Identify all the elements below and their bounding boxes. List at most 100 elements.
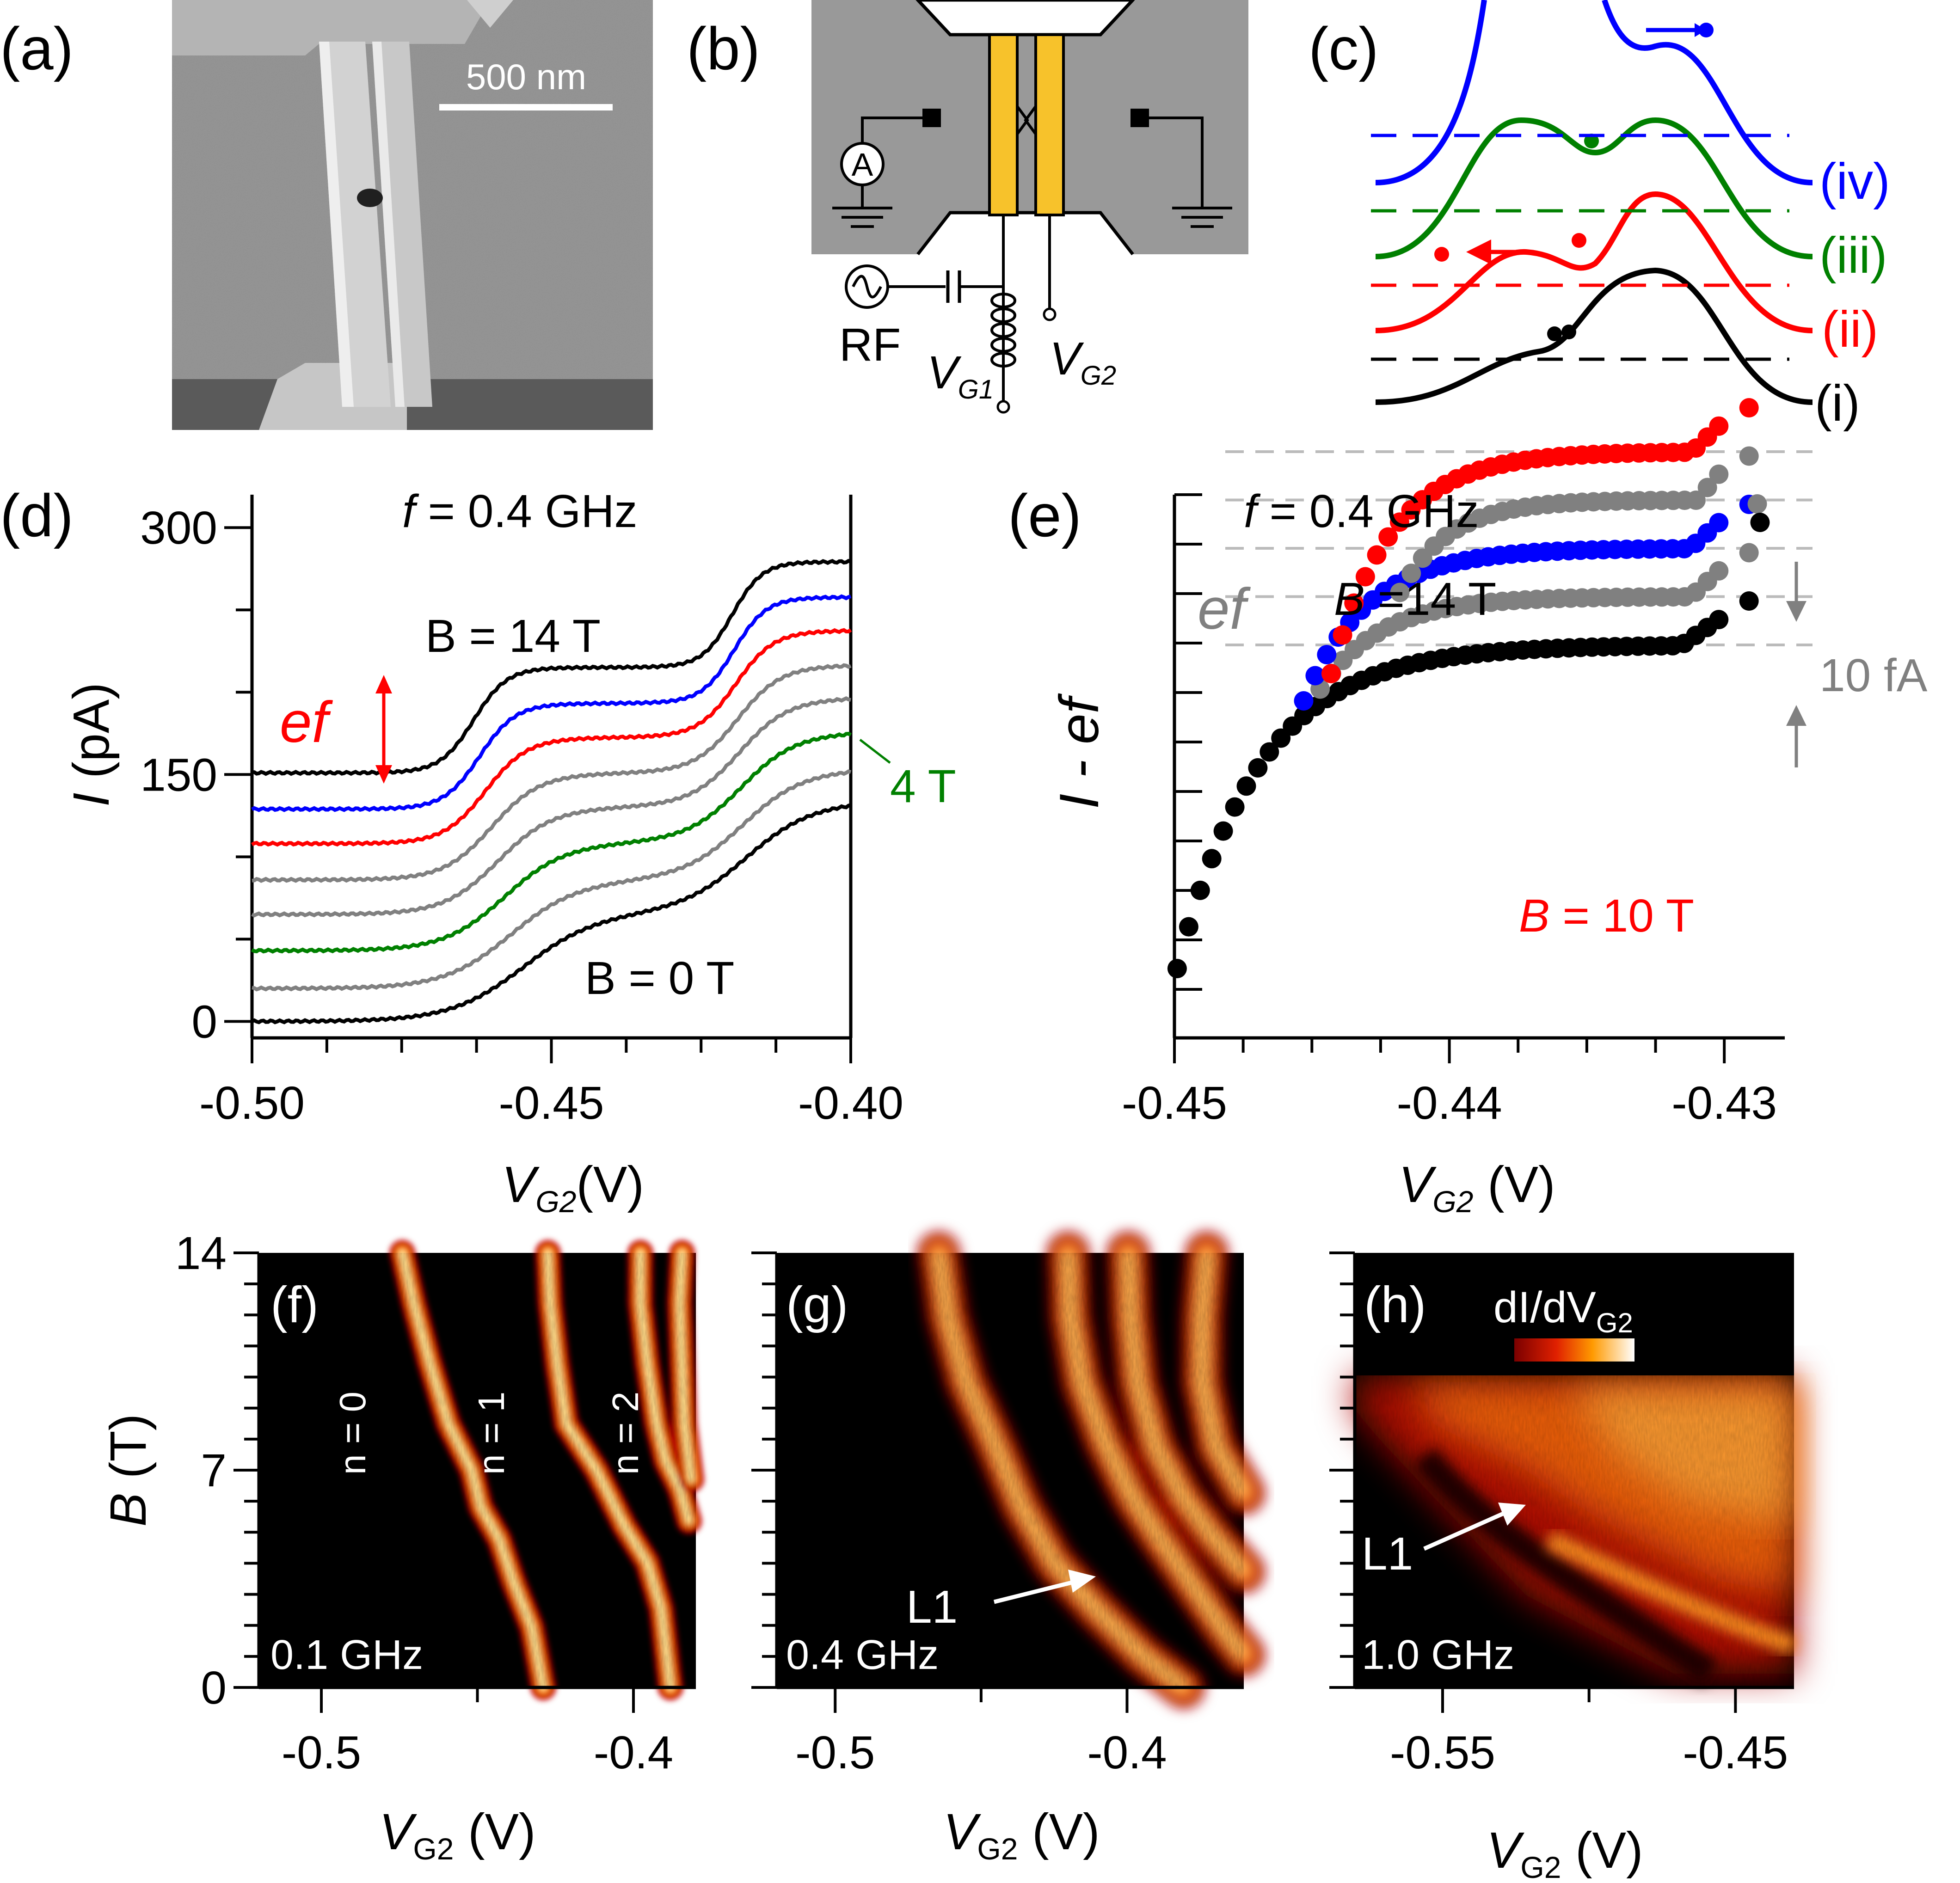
inductor-icon [990,293,1016,368]
e-data-point [1305,666,1325,686]
f-x-tick-label: -0.4 [594,1727,673,1779]
e-xlabel-v: V [1399,1156,1437,1213]
svg-text:VG2 (V): VG2 (V) [943,1803,1100,1866]
f-ylabel-rest: (T) [100,1414,157,1493]
e-data-point [1378,527,1398,547]
e-10fa-label: 10 fA [1819,650,1928,701]
e-x-tick-label: -0.44 [1397,1077,1502,1129]
e-data-point [1179,917,1198,937]
g-xlabel-rest: (V) [1018,1803,1100,1860]
profile-label-iii: (iii) [1819,227,1887,284]
ammeter-label: A [852,147,873,183]
h-colorbar-label: dI/dV [1493,1283,1596,1332]
e-data-point [1190,880,1210,900]
d-series-line [252,558,852,776]
svg-text:B = 10 T: B = 10 T [1519,890,1694,942]
g-freq-label: 0.4 GHz [786,1632,939,1678]
g-x-tick-label: -0.5 [795,1727,875,1779]
e-data-point [1321,664,1341,683]
gate-g2 [1034,33,1065,216]
svg-text:VG2 (V): VG2 (V) [379,1803,536,1866]
d-series-line [251,594,852,812]
e-ylabel: I - ef [1048,693,1110,809]
panel-b: (b) A [687,0,1248,414]
panel-f: (f) n = 0 n = 1 n = 2 0.1 GHz 0 7 14 -0.5 -0… [100,1227,704,1779]
d-ylabel-i: I [63,792,120,807]
h-x-tick-label: -0.45 [1683,1727,1788,1779]
g-xlabel-v: V [943,1803,981,1860]
e-data-point [1709,610,1729,630]
e-data-point [1202,849,1222,869]
g-x-tick-label: -0.4 [1087,1727,1167,1779]
d-ef-arrow [375,675,392,784]
f-xlabel-sub: G2 [413,1832,454,1866]
d-b0-label: B = 0 T [585,952,734,1004]
svg-text:VG2 (V): VG2 (V) [1487,1822,1643,1883]
h-l1-label: L1 [1362,1528,1413,1580]
f-n1-label: n = 1 [471,1392,512,1475]
g-l1-label: L1 [906,1581,958,1633]
h-x-tick-label: -0.55 [1390,1727,1495,1779]
heatmap-h [1355,1253,1797,1687]
panel-h: (h) dI/dVG2 L1 1.0 GHz -0.55 -0.45 [1329,1251,1797,1779]
e-data-point [1213,821,1233,841]
panel-a: (a) 500 nm [0,0,653,430]
e-data-point [1167,959,1187,978]
panel-d-curves [251,558,852,1024]
potential-profile-iii: (iii) [1371,117,1887,284]
d-y-tick-label: 300 [140,502,217,554]
panel-e-points [1167,398,1770,978]
svg-text:VG2: VG2 [1050,333,1116,391]
e-b14-b: B [1334,573,1365,625]
e-data-point [1390,583,1410,602]
e-data-point [1709,513,1729,533]
e-data-point [1333,625,1352,645]
e-data-point [1739,446,1759,466]
profile-label-iv: (iv) [1819,153,1890,210]
panel-label-c: (c) [1309,15,1379,82]
h-colorbar [1514,1338,1634,1362]
svg-text:f = 0.4 GHz: f = 0.4 GHz [402,485,638,537]
e-data-point [1236,776,1256,796]
panel-label-g: (g) [786,1276,848,1333]
e-data-point [1355,567,1375,587]
e-data-point [1294,691,1314,711]
sem-image [172,0,653,430]
panel-e: (e) -0.45 -0.44 -0.43 f = 0.4 GHz ef B =14… [1008,398,1928,1219]
panel-label-a: (a) [0,15,74,82]
vg2-label: V [1050,333,1084,385]
heatmap-g [777,1232,1265,1708]
e-data-point [1686,491,1706,510]
d-x-tick-label: -0.50 [199,1077,305,1129]
panel-label-h: (h) [1364,1276,1426,1333]
d-y-tick-label: 150 [140,749,217,801]
panel-d: (d) 0 150 300 -0.50 -0.45 -0.40 f = 0.4 GHz B… [0,482,956,1219]
d-xlabel-sub: G2 [535,1184,576,1219]
scale-bar-label: 500 nm [466,56,586,97]
e-data-point [1697,478,1717,497]
svg-text:I (pA): I (pA) [63,682,120,807]
panel-label-f: (f) [270,1276,319,1333]
f-n0-label: n = 0 [332,1392,373,1475]
g-l1-arrow [993,1579,1078,1604]
e-b10-rest: = 10 T [1550,890,1694,942]
e-data-point [1739,543,1759,563]
e-xlabel-sub: G2 [1432,1184,1473,1219]
panel-label-e: (e) [1008,482,1081,549]
e-data-point [1413,548,1432,568]
potential-profile-iv: (iv) [1371,0,1890,210]
e-data-point [1739,591,1759,611]
e-b14-rest: =14 T [1365,573,1496,625]
d-ef-label: ef [280,690,333,754]
g-xlabel-sub: G2 [977,1832,1018,1866]
e-data-point [1747,494,1767,514]
e-freq-rest: = 0.4 GHz [1257,485,1479,537]
svg-text:VG2(V): VG2(V) [502,1156,644,1219]
panel-f-axes: 0 7 14 -0.5 -0.4 [175,1227,696,1779]
d-y-tick-label: 0 [191,996,217,1048]
d-x-tick-label: -0.40 [798,1077,903,1129]
svg-text:B (T): B (T) [100,1414,157,1527]
gate-g1 [988,33,1019,216]
e-data-point [1709,561,1729,581]
potential-profile-i: (i) [1371,267,1860,432]
